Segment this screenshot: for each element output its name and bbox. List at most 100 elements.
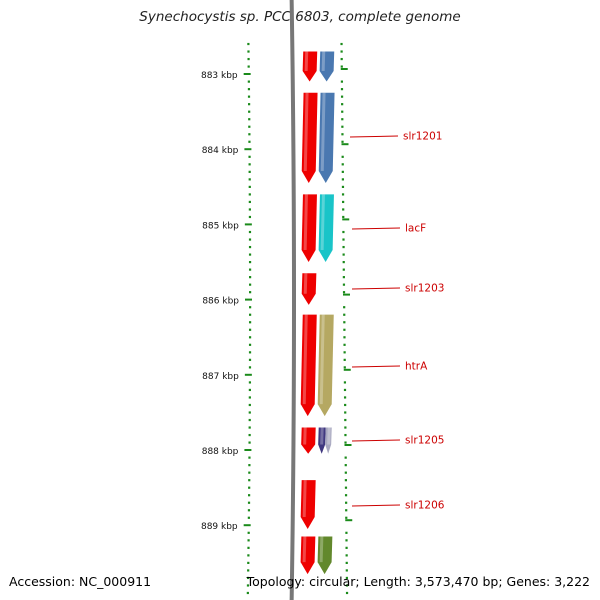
inner-minor-tick [343,343,346,346]
inner-minor-tick [345,539,348,542]
gene-block-red [300,536,316,575]
inner-minor-tick [345,591,349,595]
inner-minor-tick [343,336,346,339]
scale-minor-tick [248,133,251,136]
scale-minor-tick [248,464,251,467]
gene-block-red-highlight [304,51,309,71]
scale-tick-label: 885 kbp [202,221,239,231]
scale-minor-tick [247,539,250,542]
gene-block-red-highlight [302,314,308,405]
inner-minor-tick [340,42,343,46]
scale-minor-tick [248,208,251,211]
inner-minor-tick [345,561,348,564]
scale-minor-tick [248,351,252,354]
scale-minor-tick [247,95,251,98]
gene-label-leader [351,287,401,290]
scale-minor-tick [248,185,251,188]
gene-label-leader [351,504,401,507]
inner-minor-tick [343,396,347,399]
inner-minor-tick [344,486,348,489]
scale-minor-tick [247,546,250,549]
inner-minor-tick [345,516,348,519]
gene-label: lacF [405,223,426,235]
gene-block-red [301,194,317,262]
scale-minor-tick [248,193,251,196]
scale-minor-tick [246,591,249,595]
scale-minor-tick [246,584,250,587]
inner-minor-tick [341,170,344,173]
inner-minor-tick [345,501,348,504]
gene-block-colored [317,314,334,417]
gene-label-leader [351,439,401,442]
inner-minor-tick [345,546,348,549]
inner-minor-tick [345,531,348,534]
inner-minor-tick [343,366,346,369]
gene-block-red [302,51,318,82]
gene-block-colored [318,427,326,454]
scale-minor-tick [248,366,252,369]
scale-minor-tick [248,155,251,158]
scale-minor-tick [248,163,251,166]
scale-minor-tick [248,200,251,204]
scale-minor-tick [248,403,251,407]
inner-minor-tick [345,554,348,557]
gene-block-red [301,427,316,454]
inner-minor-tick [340,95,344,98]
inner-minor-tick [341,133,344,136]
gene-block-red-highlight [303,427,307,445]
gene-label-leader [351,227,401,230]
inner-minor-tick [344,418,347,422]
scale-minor-tick [247,57,250,61]
scale-tick-label: 886 kbp [202,297,239,307]
scale-minor-tick [247,554,250,557]
accession-text: Accession: NC_000911 [9,574,152,589]
feature-track-colored [317,51,335,575]
scale-minor-tick [248,253,252,256]
inner-minor-tick [340,50,343,53]
gene-block-red-highlight [303,194,308,250]
inner-minor-tick [345,509,348,512]
scale-minor-tick [248,388,251,392]
inner-minor-tick [341,125,344,128]
inner-minor-tick [342,283,346,286]
inner-minor-tick [341,185,345,188]
inner-minor-tick [342,253,345,256]
genome-backbone [289,0,296,600]
scale-minor-tick [248,313,252,316]
inner-minor-tick [344,471,347,474]
scale-minor-tick [248,125,251,128]
backbone-arc [289,0,296,600]
gene-label: slr1201 [403,131,442,143]
inner-minor-tick [342,291,346,294]
inner-minor-tick [344,464,347,467]
inner-minor-tick [345,569,348,572]
inner-minor-tick [340,65,343,68]
scale-minor-tick [248,328,252,331]
gene-block-colored [325,427,332,454]
scale-minor-tick [246,576,250,580]
scale-minor-tick [247,561,250,564]
inner-minor-tick [341,178,344,181]
inner-minor-tick [341,163,344,166]
scale-minor-tick [247,88,251,91]
scale-minor-tick [248,276,252,279]
inner-minor-tick [344,403,347,407]
gene-block-colored-highlight [319,536,324,563]
gene-block-colored-highlight [319,314,325,405]
scale-minor-tick [248,418,251,422]
scale-minor-tick [248,118,251,121]
scale-minor-tick [248,471,251,474]
inner-minor-tick [343,313,346,316]
scale-minor-tick [248,261,252,264]
scale-minor-tick [247,50,250,53]
scale-minor-tick [248,381,252,384]
scale-minor-tick [248,426,251,429]
inner-tick-track [340,42,353,595]
gene-block-colored [318,194,334,262]
inner-minor-tick [340,80,344,83]
scale-minor-tick [248,306,252,309]
gene-label: htrA [405,361,428,373]
inner-minor-tick [344,433,347,437]
scale-minor-tick [247,516,250,519]
inner-minor-tick [343,351,346,354]
